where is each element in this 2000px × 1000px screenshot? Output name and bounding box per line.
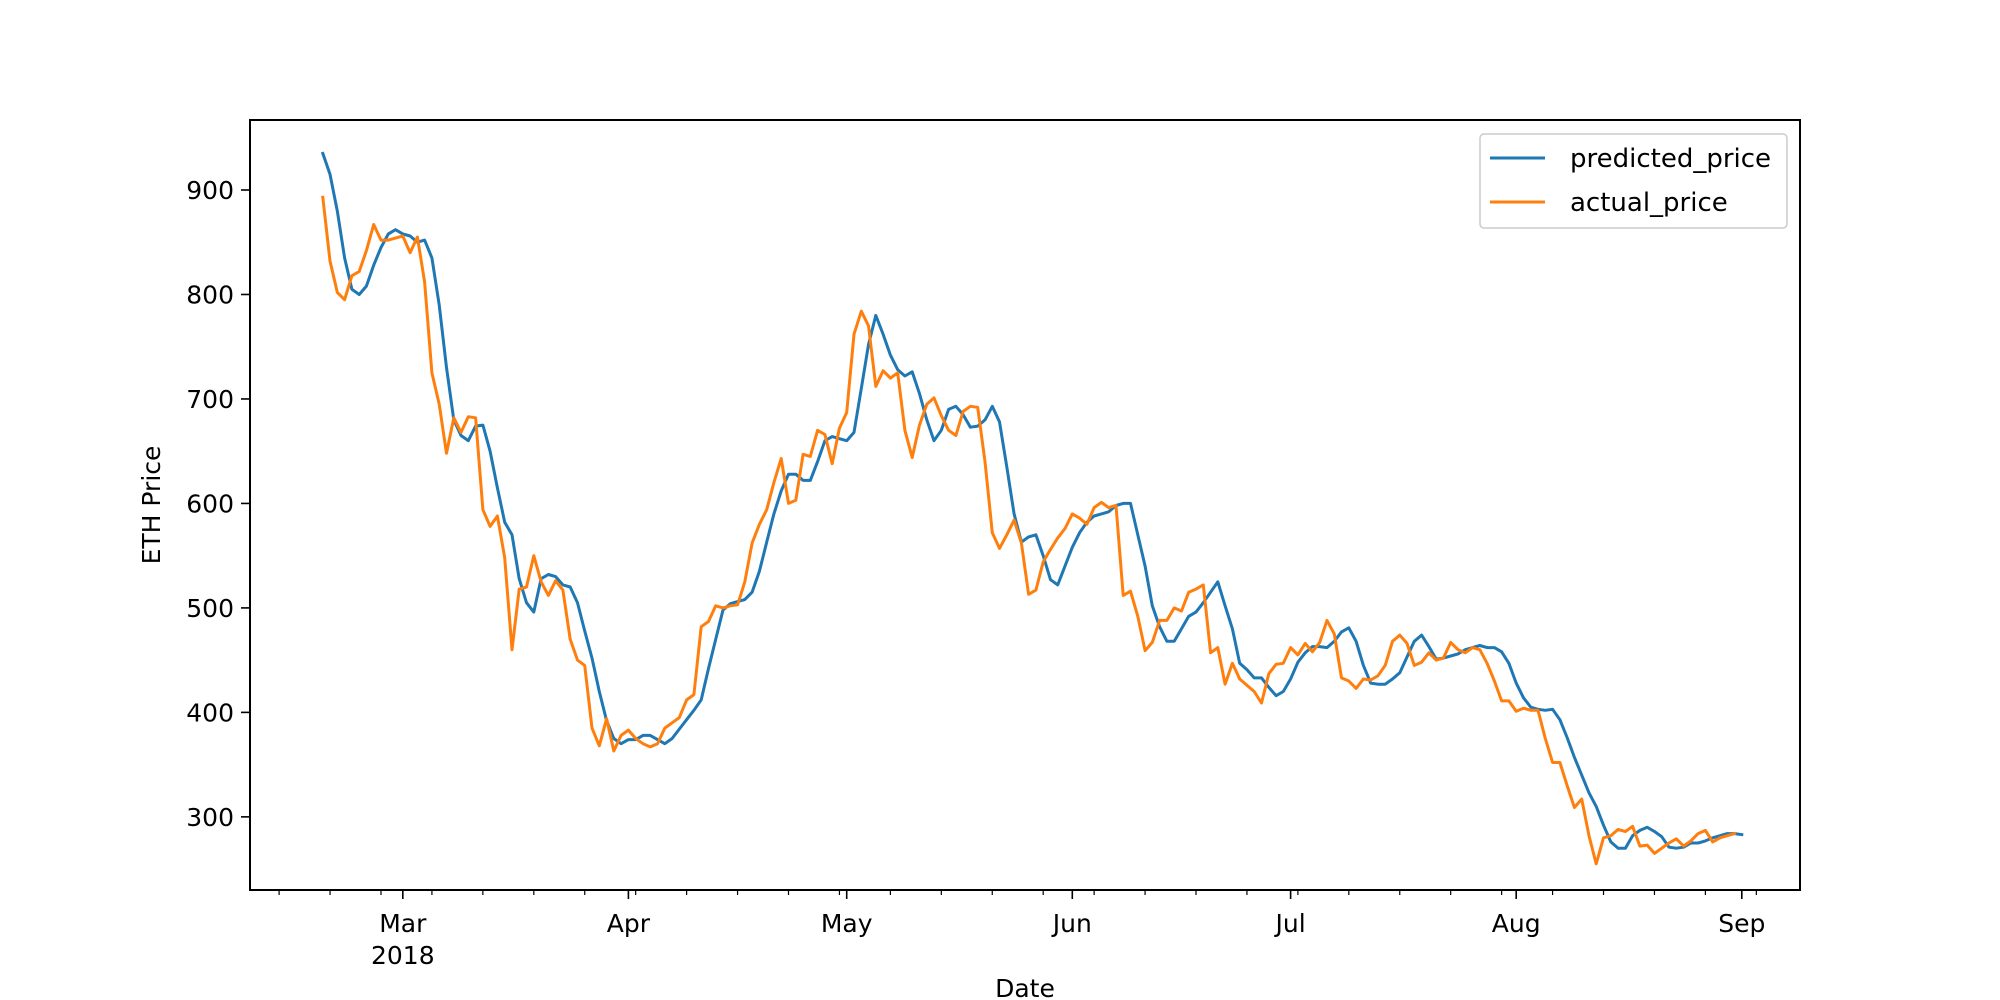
legend: predicted_price actual_price (1479, 133, 1788, 229)
x-tick-label: Mar (379, 909, 427, 938)
y-tick-label: 900 (186, 176, 234, 205)
x-tick-label: Apr (607, 909, 651, 938)
legend-box (1479, 133, 1788, 229)
x-tick-label: Aug (1492, 909, 1541, 938)
plot-frame (249, 119, 1801, 891)
y-tick-label: 300 (186, 803, 234, 832)
y-tick-label: 800 (186, 280, 234, 309)
x-tick-label: Jun (1051, 909, 1092, 938)
y-tick-label: 400 (186, 698, 234, 727)
y-axis-label: ETH Price (137, 446, 166, 565)
series-line-actual-price (321, 195, 1737, 866)
x-tick-sublabel: 2018 (371, 941, 435, 970)
legend-label-actual-price: actual_price (1570, 188, 1728, 218)
x-tick-label: Jul (1274, 909, 1306, 938)
y-tick-label: 700 (186, 385, 234, 414)
x-tick-label: Sep (1718, 909, 1765, 938)
legend-label-predicted-price: predicted_price (1570, 144, 1771, 174)
x-tick-label: May (821, 909, 873, 938)
plot-lines (320, 151, 1744, 866)
y-axis: 300 400 500 600 700 800 900 (186, 176, 250, 832)
y-tick-label: 600 (186, 489, 234, 518)
x-axis: Mar 2018 Apr May Jun Jul Aug Sep (278, 890, 1765, 970)
y-tick-label: 500 (186, 594, 234, 623)
series-line-predicted-price (320, 151, 1744, 850)
x-axis-label: Date (995, 974, 1055, 1000)
